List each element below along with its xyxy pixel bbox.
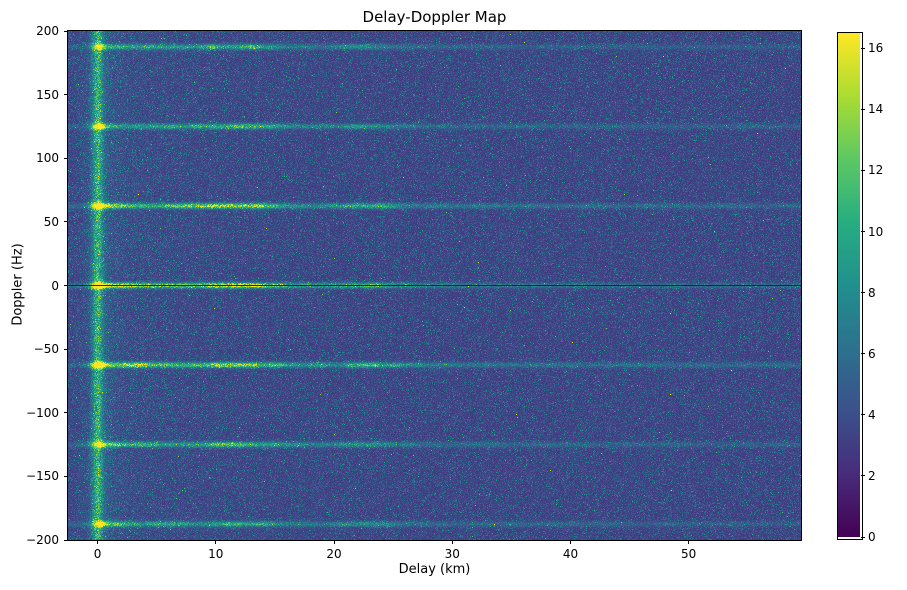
- x-tick-mark: [451, 540, 453, 544]
- y-tick-label: 200: [36, 24, 59, 38]
- y-tick-mark: [64, 94, 68, 96]
- colorbar-tick-mark: [861, 536, 865, 538]
- colorbar-tick-label: 8: [868, 285, 876, 300]
- y-tick-label: 0: [51, 278, 59, 293]
- y-tick-label: −100: [26, 405, 59, 420]
- y-tick-mark: [64, 285, 68, 286]
- colorbar-tick-label: 12: [868, 163, 884, 178]
- x-tick-label: 20: [326, 547, 342, 561]
- y-tick-label: −200: [26, 533, 59, 547]
- x-tick-mark: [333, 540, 335, 544]
- colorbar-tick-label: 16: [868, 41, 884, 56]
- y-tick-label: 50: [43, 214, 59, 229]
- y-tick-mark: [64, 475, 68, 477]
- x-tick-mark: [97, 540, 99, 544]
- colorbar-tick-mark: [861, 414, 865, 416]
- colorbar-tick-mark: [861, 292, 865, 294]
- y-tick-mark: [64, 412, 68, 414]
- colorbar-tick-label: 4: [868, 407, 876, 422]
- colorbar-tick-label: 0: [868, 530, 876, 544]
- chart-title: Delay-Doppler Map: [362, 8, 507, 26]
- x-tick-label: 30: [444, 547, 460, 561]
- colorbar-tick-mark: [861, 108, 865, 110]
- x-tick-label: 50: [681, 547, 697, 561]
- x-tick-label: 10: [208, 547, 224, 561]
- x-tick-mark: [215, 540, 217, 544]
- x-tick-mark: [688, 540, 690, 544]
- colorbar-tick-label: 2: [868, 468, 876, 483]
- colorbar-tick-mark: [861, 475, 865, 477]
- y-tick-mark: [64, 157, 68, 159]
- x-tick-label: 40: [562, 547, 579, 561]
- x-tick-mark: [569, 540, 571, 544]
- colorbar-tick-mark: [861, 353, 865, 355]
- colorbar-tick-label: 14: [868, 102, 884, 117]
- y-tick-mark: [64, 30, 68, 32]
- colorbar-tick-label: 6: [868, 346, 876, 361]
- x-axis-label: Delay (km): [398, 562, 471, 577]
- heatmap-canvas: [68, 31, 801, 540]
- x-tick-label: 0: [93, 547, 102, 561]
- y-tick-mark: [64, 348, 68, 350]
- y-tick-label: −150: [26, 469, 59, 484]
- y-tick-label: 150: [36, 87, 59, 102]
- colorbar-canvas: [838, 33, 860, 537]
- y-tick-mark: [64, 221, 68, 223]
- y-tick-label: 100: [36, 151, 59, 166]
- colorbar-tick-mark: [861, 231, 865, 233]
- y-tick-label: −50: [33, 342, 59, 357]
- colorbar-tick-mark: [861, 47, 865, 49]
- colorbar-tick-label: 10: [868, 224, 884, 239]
- colorbar-tick-mark: [861, 169, 865, 171]
- y-tick-mark: [64, 539, 68, 541]
